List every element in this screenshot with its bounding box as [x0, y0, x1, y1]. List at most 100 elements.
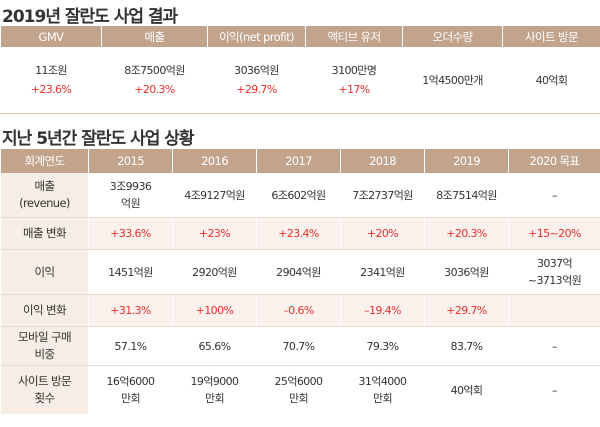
history-cell: 65.6% [172, 326, 257, 366]
history-cell: –0.6% [256, 294, 341, 327]
year-header: 2016 [172, 149, 257, 173]
history-row: 사이트 방문 횟수 16억6000 만회 19억9000 만회 25억6000 만회 31억40… [0, 365, 600, 414]
cell-line: 2341억원 [360, 265, 405, 279]
cell-line: 57.1% [114, 339, 148, 353]
history-cell: 1451억원 [88, 249, 173, 295]
result-cell: 1억4500만개 [402, 47, 503, 114]
row-label: 매출 변화 [0, 217, 89, 250]
cell-line: +20.3% [446, 227, 487, 240]
cell-line: 19억9000 [190, 375, 240, 388]
cell-line: –0.6% [283, 304, 314, 317]
year-header: 2019 [424, 149, 509, 173]
year-header: 2017 [256, 149, 341, 173]
history-cell: 7조2737억원 [340, 173, 425, 218]
history-cell: 25억6000 만회 [256, 365, 341, 414]
results-values-row: 11조원 +23.6% 8조7500억원 +20.3% 3036억원 +29.7% 3100… [0, 47, 600, 114]
cell-line: +20% [366, 227, 399, 240]
result-header: 사이트 방문 [502, 26, 600, 47]
history-cell: 16억6000 만회 [88, 365, 173, 414]
history-cell: – [508, 365, 600, 414]
cell-line: 79.3% [366, 339, 400, 353]
results-header-row: GMV 매출 이익(net profit) 액티브 유저 오더수량 사이트 방문 [0, 26, 600, 47]
result-header: 오더수량 [402, 26, 503, 47]
result-cell: 3036억원 +29.7% [207, 47, 306, 114]
result-header: 이익(net profit) [207, 26, 306, 47]
row-label-line: 횟수 [34, 391, 56, 405]
cell-line: 65.6% [198, 339, 232, 353]
cell-line: 2920억원 [192, 265, 237, 279]
cell-line: 40억회 [450, 383, 483, 397]
row-label-line: 모바일 구매 [18, 330, 72, 344]
result-cell: 8조7500억원 +20.3% [101, 47, 208, 114]
history-cell: 19억9000 만회 [172, 365, 257, 414]
history-cell: 70.7% [256, 326, 341, 366]
history-cell: +31.3% [88, 294, 173, 327]
result-header: 매출 [101, 26, 208, 47]
history-cell: +29.7% [424, 294, 509, 327]
year-header: 2015 [88, 149, 173, 173]
cell-line: 만회 [288, 392, 309, 405]
row-label-line: 사이트 방문 [18, 374, 72, 388]
row-label-line: 매출 [34, 179, 56, 193]
result-cell: 40억회 [502, 47, 600, 114]
row-label: 이익 변화 [0, 294, 89, 327]
year-header: 2020 목표 [508, 149, 600, 173]
history-cell: – [508, 173, 600, 218]
history-row: 이익 변화 +31.3% +100% –0.6% –19.4% +29.7% [0, 294, 600, 327]
cell-line: 8조7514억원 [436, 188, 497, 202]
result-value: 11조원 [35, 64, 67, 77]
history-cell: +20% [340, 217, 425, 250]
history-row: 매출 변화 +33.6% +23% +23.4% +20% +20.3% +15~20% [0, 217, 600, 250]
result-header: GMV [0, 26, 102, 47]
history-cell: 2920억원 [172, 249, 257, 295]
result-change: +29.7% [236, 83, 277, 96]
cell-line: +15~20% [528, 227, 581, 240]
cell-line: –19.4% [364, 304, 401, 317]
row-label-line: 이익 변화 [23, 303, 67, 317]
cell-line: 2904억원 [276, 265, 321, 279]
cell-line: 만회 [204, 392, 225, 405]
result-value: 8조7500억원 [124, 64, 185, 77]
cell-line: +23.4% [278, 227, 319, 240]
history-row: 매출 (revenue) 3조9936 억원 4조9127억원 6조602억원 7조2737… [0, 173, 600, 218]
history-cell: +100% [172, 294, 257, 327]
cell-line: 3037억 [536, 257, 573, 270]
result-value: 40억회 [535, 73, 568, 87]
cell-line: +100% [195, 304, 234, 317]
result-header: 액티브 유저 [305, 26, 403, 47]
history-cell: 8조7514억원 [424, 173, 509, 218]
row-label-line: 비중 [34, 347, 56, 361]
cell-line: +31.3% [110, 304, 151, 317]
history-title: 지난 5년간 잘란도 사업 상황 [2, 129, 195, 149]
cell-line: – [552, 339, 558, 353]
history-cell [508, 294, 600, 327]
results-table: GMV 매출 이익(net profit) 액티브 유저 오더수량 사이트 방문 11조원… [0, 26, 600, 114]
cell-line: 7조2737억원 [352, 188, 413, 202]
history-cell: +33.6% [88, 217, 173, 250]
cell-line: 83.7% [450, 339, 484, 353]
history-cell: 40억회 [424, 365, 509, 414]
cell-line: 16억6000 [106, 375, 156, 388]
row-label: 이익 [0, 249, 89, 295]
cell-line: +23% [198, 227, 231, 240]
cell-line: 4조9127억원 [184, 188, 245, 202]
history-cell: 2904억원 [256, 249, 341, 295]
row-label-line: (revenue) [19, 196, 70, 210]
history-cell: 3조9936 억원 [88, 173, 173, 218]
cell-line: 억원 [120, 197, 141, 210]
cell-line: ~3713억원 [527, 274, 582, 287]
cell-line: – [552, 383, 558, 397]
row-label: 매출 (revenue) [0, 173, 89, 218]
history-cell: 57.1% [88, 326, 173, 366]
history-cell: 31억4000 만회 [340, 365, 425, 414]
history-cell: 79.3% [340, 326, 425, 366]
cell-line: 25억6000 [274, 375, 324, 388]
row-label-line: 매출 변화 [23, 226, 67, 240]
history-header-row: 회계연도 2015 2016 2017 2018 2019 2020 목표 [0, 149, 600, 173]
cell-line: – [552, 188, 558, 202]
result-value: 1억4500만개 [422, 73, 483, 87]
history-cell: 6조602억원 [256, 173, 341, 218]
cell-line: 70.7% [282, 339, 316, 353]
